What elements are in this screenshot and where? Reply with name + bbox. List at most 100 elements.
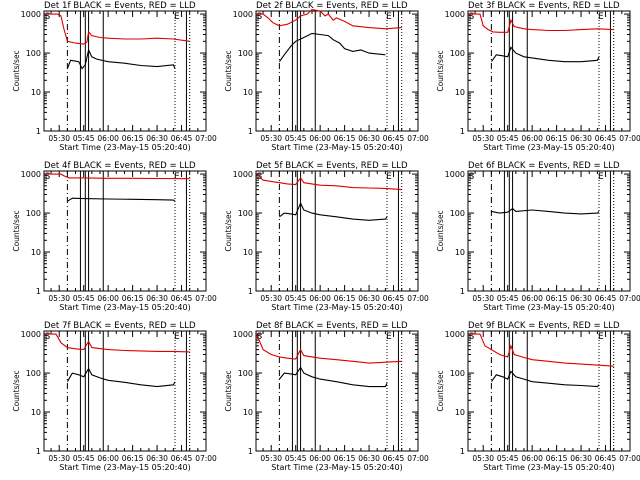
series-lld-line [255,333,402,364]
y-tick-label: 10 [31,88,41,97]
y-tick-label: 100 [26,49,41,58]
x-tick-label: 05:30 [472,294,494,303]
series-lld-line [256,173,402,191]
marker-E: E [598,12,604,22]
x-axis-label: Start Time (23-May-15 05:20:40) [271,463,402,472]
x-tick-label: 06:00 [521,294,543,303]
x-tick-label: 06:45 [171,134,193,143]
y-axis-label: Counts/sec [436,370,445,411]
y-axis-label: Counts/sec [436,50,445,91]
x-tick-label: 05:30 [472,454,494,463]
series-events-line [67,197,176,202]
x-tick-label: 06:45 [171,294,193,303]
x-tick-label: 07:00 [619,454,640,463]
series-events-line [491,207,600,215]
y-tick-label: 10 [455,248,465,257]
x-tick-label: 06:15 [546,294,568,303]
y-tick-label: 10 [455,88,465,97]
marker-S: S [257,332,263,342]
marker-E: E [174,12,180,22]
y-tick-label: 10 [243,408,253,417]
marker-E: E [386,332,392,342]
x-axis-label: Start Time (23-May-15 05:20:40) [483,463,614,472]
marker-S: S [45,332,51,342]
x-tick-label: 06:30 [358,454,380,463]
plot-frame [255,10,419,132]
x-tick-label: 06:30 [570,294,592,303]
x-axis-label: Start Time (23-May-15 05:20:40) [59,303,190,312]
y-tick-label: 1000 [21,170,41,179]
chart-title: Det 9f BLACK = Events, RED = LLD [468,321,620,331]
plot-frame [467,330,631,452]
chart-title: Det 5f BLACK = Events, RED = LLD [256,161,408,171]
x-tick-label: 05:30 [260,134,282,143]
x-tick-label: 07:00 [195,454,217,463]
series-events-line [66,48,176,70]
y-tick-label: 100 [450,49,465,58]
y-axis-label: Counts/sec [436,210,445,251]
x-tick-label: 06:00 [309,454,331,463]
y-tick-label: 100 [26,369,41,378]
marker-E: E [598,172,604,182]
x-tick-label: 06:00 [521,134,543,143]
y-axis-label: Counts/sec [224,50,233,91]
x-tick-label: 06:30 [146,454,168,463]
plot-frame [43,330,207,452]
y-tick-label: 100 [450,209,465,218]
marker-E: E [598,332,604,342]
series-lld-line [44,13,190,45]
x-tick-label: 06:15 [122,294,144,303]
series-events-line [490,46,600,63]
x-tick-label: 05:30 [48,454,70,463]
chart-title: Det 8f BLACK = Events, RED = LLD [256,321,408,331]
x-tick-label: 06:00 [309,134,331,143]
x-tick-label: 06:15 [546,454,568,463]
marker-E: E [174,332,180,342]
marker-E: E [386,172,392,182]
series-lld-line [44,173,190,180]
x-axis-label: Start Time (23-May-15 05:20:40) [483,303,614,312]
x-tick-label: 07:00 [619,134,640,143]
y-tick-label: 100 [450,369,465,378]
x-tick-label: 06:15 [122,454,144,463]
x-tick-label: 05:45 [73,294,95,303]
y-axis-label: Counts/sec [12,50,21,91]
y-tick-label: 100 [238,209,253,218]
x-tick-label: 05:30 [472,134,494,143]
x-tick-label: 05:30 [48,134,70,143]
series-lld-line [256,9,402,30]
y-tick-label: 1 [248,447,253,456]
y-tick-label: 1000 [233,330,253,339]
y-tick-label: 1 [460,447,465,456]
x-tick-label: 05:45 [497,454,519,463]
y-tick-label: 1000 [445,170,465,179]
y-tick-label: 10 [455,408,465,417]
marker-S: S [45,172,51,182]
series-events-line [279,201,388,221]
marker-E: E [386,12,392,22]
y-tick-label: 1 [36,287,41,296]
plot-frame [43,170,207,292]
x-tick-label: 06:30 [146,134,168,143]
y-tick-label: 1 [36,447,41,456]
y-tick-label: 100 [238,369,253,378]
x-tick-label: 06:45 [383,134,405,143]
series-events-line [278,32,386,63]
y-axis-label: Counts/sec [12,370,21,411]
x-tick-label: 05:45 [497,134,519,143]
x-tick-label: 06:00 [309,294,331,303]
x-tick-label: 06:00 [521,454,543,463]
marker-S: S [45,12,51,22]
chart-title: Det 7f BLACK = Events, RED = LLD [44,321,196,331]
x-tick-label: 06:00 [97,294,119,303]
x-tick-label: 06:00 [97,454,119,463]
y-tick-label: 1 [248,127,253,136]
x-axis-label: Start Time (23-May-15 05:20:40) [483,143,614,152]
y-tick-label: 10 [243,248,253,257]
series-events-line [278,366,388,388]
x-tick-label: 06:45 [383,454,405,463]
x-axis-label: Start Time (23-May-15 05:20:40) [271,303,402,312]
series-events-line [66,367,176,388]
